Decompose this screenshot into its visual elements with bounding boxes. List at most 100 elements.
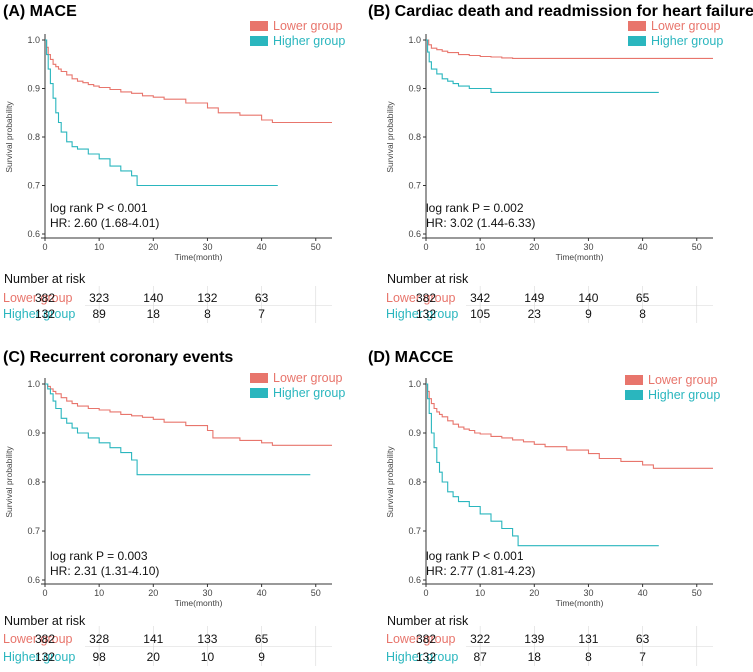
risk-value: 18 xyxy=(147,307,161,321)
risk-value: 382 xyxy=(35,291,55,305)
x-axis-label: Time(month) xyxy=(175,252,223,262)
risk-value: 89 xyxy=(92,307,106,321)
risk-row-label-lower: Lower group xyxy=(3,291,73,305)
risk-row-label-lower: Lower group xyxy=(3,632,73,646)
logrank-annotation: log rank P = 0.002 xyxy=(426,201,524,215)
legend-swatch-lower xyxy=(250,373,268,383)
risk-value: 105 xyxy=(470,307,490,321)
risk-row-label-higher: Higher group xyxy=(3,307,75,321)
km-panel-2: (B) Cardiac death and readmission for he… xyxy=(368,3,753,323)
lower-group-curve xyxy=(45,383,332,446)
legend-label-lower: Lower group xyxy=(273,371,343,385)
risk-value: 87 xyxy=(473,650,487,664)
risk-value: 140 xyxy=(578,291,598,305)
hr-annotation: HR: 2.31 (1.31-4.10) xyxy=(50,564,159,578)
panel-title: (C) Recurrent coronary events xyxy=(3,349,233,366)
y-tick-label: 1.0 xyxy=(408,35,421,45)
risk-table-title: Number at risk xyxy=(4,272,86,286)
x-tick-label: 10 xyxy=(475,242,485,252)
y-tick-label: 0.9 xyxy=(408,428,421,438)
risk-value: 65 xyxy=(636,291,650,305)
y-tick-label: 0.8 xyxy=(408,477,421,487)
y-tick-label: 0.7 xyxy=(27,181,40,191)
risk-value: 132 xyxy=(416,307,436,321)
x-tick-label: 0 xyxy=(423,242,428,252)
x-tick-label: 50 xyxy=(311,588,321,598)
hr-annotation: HR: 2.77 (1.81-4.23) xyxy=(426,564,535,578)
x-tick-label: 40 xyxy=(638,588,648,598)
x-tick-label: 0 xyxy=(42,588,47,598)
risk-value: 342 xyxy=(470,291,490,305)
x-axis-label: Time(month) xyxy=(175,598,223,608)
legend-label-higher: Higher group xyxy=(273,34,345,48)
x-tick-label: 0 xyxy=(42,242,47,252)
y-tick-label: 0.8 xyxy=(27,477,40,487)
risk-value: 20 xyxy=(147,650,161,664)
x-axis-label: Time(month) xyxy=(556,598,604,608)
risk-value: 140 xyxy=(143,291,163,305)
x-tick-label: 20 xyxy=(529,588,539,598)
logrank-annotation: log rank P < 0.001 xyxy=(426,549,524,563)
x-tick-label: 30 xyxy=(583,242,593,252)
risk-value: 8 xyxy=(204,307,211,321)
y-tick-label: 0.9 xyxy=(27,428,40,438)
risk-row-label-higher: Higher group xyxy=(3,650,75,664)
y-tick-label: 0.9 xyxy=(27,84,40,94)
km-panel-3: (C) Recurrent coronary events 0.6 0.7 0.8 0.… xyxy=(3,349,345,666)
risk-value: 323 xyxy=(89,291,109,305)
x-tick-label: 20 xyxy=(148,588,158,598)
legend-swatch-lower xyxy=(628,21,646,31)
legend-label-higher: Higher group xyxy=(651,34,723,48)
panel-title: (D) MACCE xyxy=(368,349,454,366)
hr-annotation: HR: 3.02 (1.44-6.33) xyxy=(426,216,535,230)
x-tick-label: 0 xyxy=(423,588,428,598)
legend-label-lower: Lower group xyxy=(651,19,721,33)
y-axis-label: Survival probability xyxy=(4,446,14,518)
legend-label-higher: Higher group xyxy=(273,386,345,400)
risk-value: 132 xyxy=(35,650,55,664)
x-tick-label: 40 xyxy=(638,242,648,252)
risk-value: 131 xyxy=(578,632,598,646)
x-tick-label: 30 xyxy=(583,588,593,598)
logrank-annotation: log rank P < 0.001 xyxy=(50,201,148,215)
hr-annotation: HR: 2.60 (1.68-4.01) xyxy=(50,216,159,230)
x-tick-label: 50 xyxy=(692,588,702,598)
risk-value: 65 xyxy=(255,632,269,646)
legend-label-lower: Lower group xyxy=(648,373,718,387)
higher-group-curve xyxy=(426,39,659,93)
y-tick-label: 0.7 xyxy=(408,181,421,191)
y-tick-label: 0.8 xyxy=(27,132,40,142)
x-tick-label: 20 xyxy=(529,242,539,252)
legend-swatch-lower xyxy=(250,21,268,31)
legend-swatch-higher xyxy=(625,390,643,400)
lower-group-curve xyxy=(426,383,713,469)
y-tick-label: 1.0 xyxy=(27,35,40,45)
x-tick-label: 50 xyxy=(692,242,702,252)
legend-swatch-higher xyxy=(250,388,268,398)
risk-value: 63 xyxy=(255,291,269,305)
y-tick-label: 0.7 xyxy=(408,526,421,536)
x-tick-label: 20 xyxy=(148,242,158,252)
risk-value: 98 xyxy=(92,650,106,664)
risk-value: 132 xyxy=(35,307,55,321)
y-tick-label: 0.6 xyxy=(408,575,421,585)
risk-value: 18 xyxy=(528,650,542,664)
risk-row-label-lower: Lower group xyxy=(386,291,456,305)
risk-row-label-lower: Lower group xyxy=(386,632,456,646)
y-tick-label: 0.6 xyxy=(27,575,40,585)
risk-table-title: Number at risk xyxy=(387,272,469,286)
risk-value: 149 xyxy=(524,291,544,305)
x-tick-label: 30 xyxy=(202,242,212,252)
km-panel-1: (A) MACE 0.6 0.7 0.8 0.9 1.0 0 10 20 30 40 50 Time(m… xyxy=(3,3,345,323)
y-tick-label: 0.6 xyxy=(27,229,40,239)
risk-table-title: Number at risk xyxy=(4,614,86,628)
risk-value: 141 xyxy=(143,632,163,646)
y-tick-label: 1.0 xyxy=(27,379,40,389)
risk-table-title: Number at risk xyxy=(387,614,469,628)
risk-value: 132 xyxy=(416,650,436,664)
logrank-annotation: log rank P = 0.003 xyxy=(50,549,148,563)
x-tick-label: 10 xyxy=(475,588,485,598)
lower-group-curve xyxy=(45,39,332,124)
risk-value: 133 xyxy=(197,632,217,646)
